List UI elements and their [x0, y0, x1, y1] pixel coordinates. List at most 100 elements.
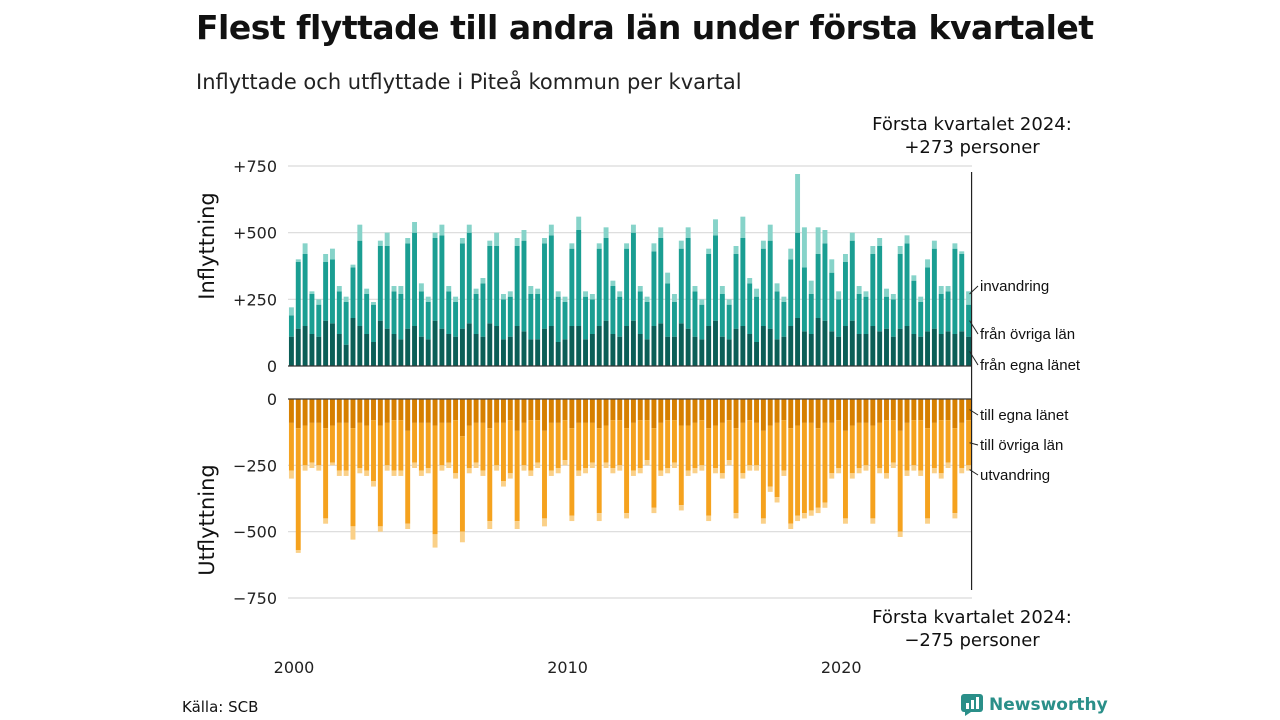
bar-inflow [966, 336, 972, 366]
bar-outflow [713, 425, 718, 468]
bar-outflow [521, 399, 527, 423]
bar-inflow [500, 294, 506, 300]
bar-outflow [302, 465, 308, 471]
y-tick-label: −500 [233, 523, 277, 542]
bar-inflow [562, 296, 568, 302]
bar-outflow [535, 420, 541, 463]
brand[interactable]: Newsworthy [961, 694, 1108, 716]
bar-outflow [904, 422, 910, 471]
bar-inflow [911, 280, 917, 334]
bar-outflow [671, 399, 677, 421]
bar-inflow [877, 331, 883, 366]
bar-inflow [425, 339, 431, 366]
bar-inflow [781, 302, 787, 337]
bar-inflow [466, 323, 472, 366]
bar-outflow [412, 462, 418, 468]
bar-inflow [788, 248, 794, 260]
bar-inflow [774, 339, 780, 366]
bar-inflow [576, 326, 582, 366]
bar-outflow [610, 467, 616, 474]
bar-inflow [336, 334, 342, 366]
bar-inflow [357, 224, 363, 241]
bar-inflow [412, 326, 418, 366]
bar-outflow [836, 420, 842, 468]
bar-outflow [966, 420, 972, 466]
bar-outflow [494, 399, 500, 423]
bar-outflow [884, 399, 889, 421]
bar-inflow [323, 254, 329, 262]
bar-inflow [535, 294, 541, 340]
bar-inflow [842, 262, 848, 326]
bar-outflow [767, 399, 773, 426]
bar-outflow [842, 518, 848, 524]
bar-inflow [767, 328, 773, 366]
bar-inflow [432, 238, 438, 321]
bar-outflow [801, 422, 807, 514]
bar-inflow [754, 296, 760, 342]
bar-outflow [760, 430, 766, 519]
bar-outflow [624, 513, 630, 519]
bar-outflow [911, 465, 917, 471]
bar-inflow [610, 280, 616, 286]
bar-inflow [391, 291, 397, 334]
bar-outflow [617, 465, 623, 471]
bar-inflow [418, 336, 424, 366]
bar-inflow [398, 339, 404, 366]
bar-inflow [343, 302, 349, 345]
bar-outflow [473, 422, 479, 463]
bar-outflow [589, 422, 595, 463]
bar-outflow [699, 399, 705, 421]
bar-outflow [603, 462, 609, 468]
bar-outflow [288, 470, 294, 479]
bar-inflow [808, 294, 814, 334]
bar-inflow [473, 294, 479, 334]
bar-inflow [630, 320, 636, 366]
bar-outflow [500, 422, 506, 482]
bar-outflow [740, 473, 746, 479]
bar-inflow [459, 238, 465, 244]
bar-outflow [918, 399, 924, 421]
bar-inflow [863, 334, 869, 366]
bar-inflow [630, 224, 636, 233]
bar-inflow [418, 283, 424, 292]
bar-outflow [576, 399, 582, 423]
bar-outflow [856, 399, 862, 423]
gridlines [288, 165, 972, 599]
bar-inflow [446, 286, 452, 292]
x-tick-label: 2000 [274, 658, 315, 677]
bar-outflow [733, 428, 739, 514]
bar-outflow [822, 399, 828, 423]
bar-outflow [596, 399, 602, 429]
bar-outflow [309, 422, 315, 463]
bar-outflow [713, 467, 718, 474]
bar-inflow [904, 243, 910, 326]
bar-outflow [617, 420, 623, 466]
bar-outflow [774, 422, 780, 498]
bar-inflow [562, 302, 568, 340]
bar-outflow [432, 425, 438, 535]
bar-outflow [384, 422, 390, 466]
bar-outflow [418, 399, 424, 423]
bar-inflow [514, 238, 520, 246]
bar-inflow [911, 334, 917, 366]
bar-inflow [836, 291, 842, 300]
bar-inflow [890, 336, 896, 366]
bar-inflow [774, 291, 780, 340]
bar-inflow [357, 326, 363, 366]
bar-outflow [583, 422, 589, 468]
bar-inflow [295, 259, 301, 262]
bar-inflow [377, 240, 383, 246]
bar-inflow [877, 246, 883, 332]
bar-outflow [781, 420, 787, 471]
bar-outflow [295, 428, 301, 551]
bar-inflow [938, 334, 944, 366]
bar-inflow [713, 320, 718, 366]
bar-inflow [719, 336, 725, 366]
bar-outflow [801, 513, 807, 519]
bar-outflow [405, 523, 411, 530]
bar-inflow [671, 336, 677, 366]
x-tick-label: 2010 [547, 658, 588, 677]
bar-outflow [815, 428, 821, 508]
bars [288, 174, 972, 553]
bar-inflow [767, 240, 773, 329]
